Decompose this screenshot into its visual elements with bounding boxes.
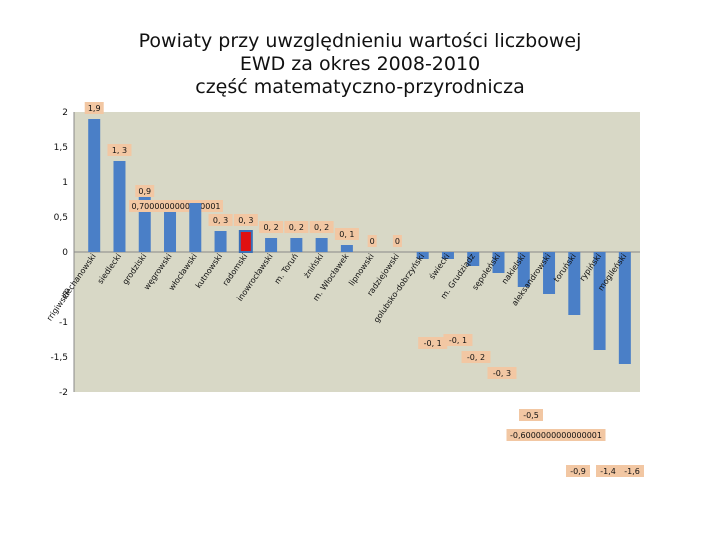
bar xyxy=(88,119,101,252)
data-label: -0, 1 xyxy=(449,336,467,345)
category-label-extra: ro xyxy=(60,286,72,298)
data-label: -0,9 xyxy=(570,467,586,476)
data-label: -0, 3 xyxy=(493,369,511,378)
data-label-bg xyxy=(506,429,606,441)
data-label: -1,4 xyxy=(600,467,616,476)
data-label-bg xyxy=(233,214,258,226)
data-label: 1, 3 xyxy=(112,146,127,155)
data-label-bg xyxy=(284,221,309,233)
bar xyxy=(315,238,328,252)
data-label-bg xyxy=(418,337,448,349)
data-label: -0, 1 xyxy=(424,339,442,348)
data-label-bg xyxy=(519,409,543,421)
bar xyxy=(492,252,505,273)
y-tick-label: 1 xyxy=(62,178,68,188)
data-label-bg xyxy=(135,185,155,197)
data-label: 0, 3 xyxy=(213,216,228,225)
data-label: -0,5 xyxy=(523,411,539,420)
bar xyxy=(214,231,227,252)
bar xyxy=(189,203,202,252)
bar xyxy=(238,230,253,253)
y-tick-label: -1,5 xyxy=(50,353,68,363)
chart-title: Powiaty przy uwzględnieniu wartości licz… xyxy=(0,30,720,99)
bar xyxy=(618,252,631,364)
y-tick-label: -2 xyxy=(59,388,68,398)
bar xyxy=(265,238,278,252)
data-label: -0,6000000000000001 xyxy=(510,431,602,440)
title-line-3: część matematyczno-przyrodnicza xyxy=(195,76,525,98)
title-line-2: EWD za okres 2008-2010 xyxy=(239,53,481,75)
y-tick-label: 0 xyxy=(62,248,68,258)
y-tick-label: 1,5 xyxy=(54,143,68,153)
data-label-bg xyxy=(487,367,517,379)
y-tick-label: 2 xyxy=(62,108,68,118)
data-label-bg xyxy=(620,465,644,477)
bar xyxy=(568,252,581,315)
bar xyxy=(290,238,303,252)
data-label: 0, 2 xyxy=(314,223,329,232)
title-line-1: Powiaty przy uwzględnieniu wartości licz… xyxy=(138,30,582,52)
data-label: 0, 2 xyxy=(289,223,304,232)
bar xyxy=(441,252,454,259)
data-label: -0, 2 xyxy=(467,353,485,362)
data-label: 0 xyxy=(395,237,400,246)
data-label-bg xyxy=(334,228,359,240)
data-label: 0,7000000000000001 xyxy=(131,202,220,211)
data-label-bg xyxy=(596,465,620,477)
bar xyxy=(113,161,126,252)
bar xyxy=(416,252,429,259)
data-label: 0,9 xyxy=(138,187,151,196)
data-label-bg xyxy=(566,465,590,477)
bar xyxy=(467,252,480,266)
data-label-bg xyxy=(367,235,377,247)
data-label-bg xyxy=(443,334,473,346)
y-tick-label: -1 xyxy=(59,318,68,328)
data-label: 0, 1 xyxy=(339,230,354,239)
bar xyxy=(138,189,151,252)
bar xyxy=(593,252,606,350)
bar xyxy=(340,245,353,252)
bar xyxy=(164,203,177,252)
data-label: -1,6 xyxy=(624,467,640,476)
bar xyxy=(517,252,530,287)
data-label-bg xyxy=(461,351,491,363)
bar xyxy=(543,252,556,294)
data-label-bg xyxy=(259,221,284,233)
data-label-bg xyxy=(84,102,104,114)
y-tick-label: 0,5 xyxy=(54,213,68,223)
data-label: 1,9 xyxy=(88,104,101,113)
data-label-bg xyxy=(309,221,334,233)
data-label: 0, 2 xyxy=(263,223,278,232)
data-label-bg xyxy=(208,214,233,226)
data-label-bg xyxy=(107,144,132,156)
data-label-bg xyxy=(392,235,402,247)
data-label: 0 xyxy=(370,237,375,246)
data-label: 0, 3 xyxy=(238,216,253,225)
